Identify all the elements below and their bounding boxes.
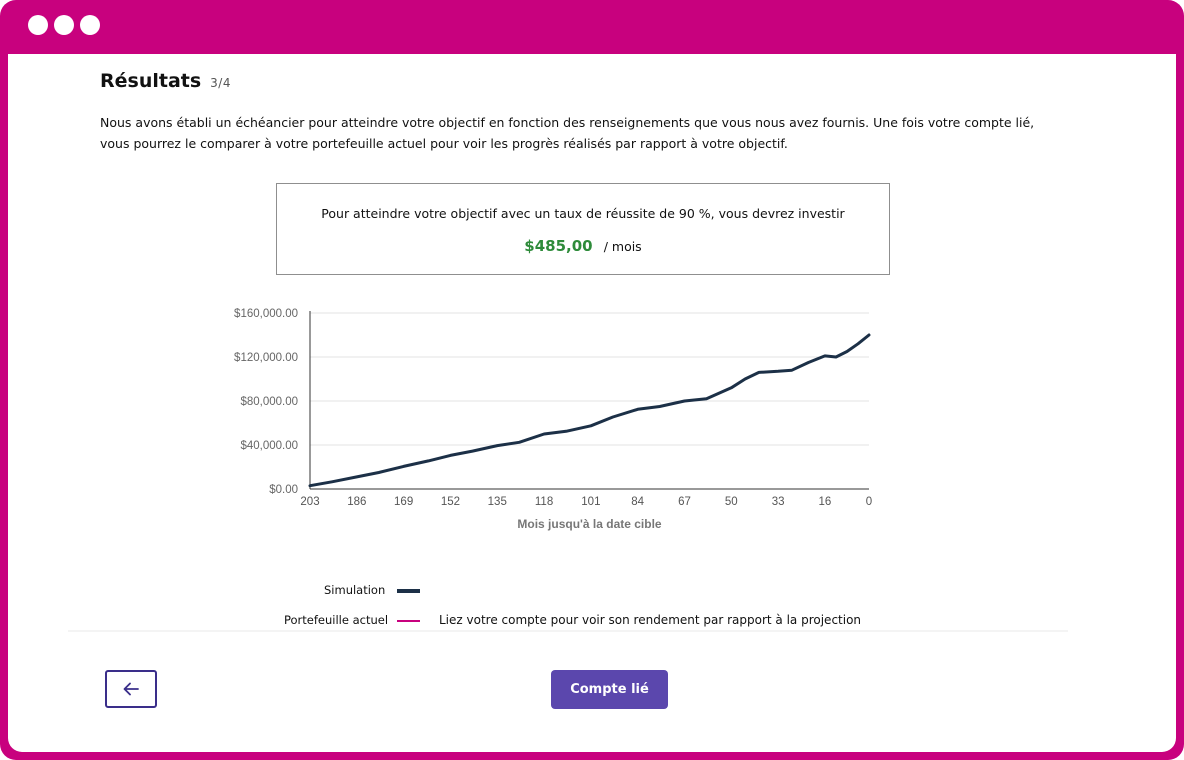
series-line-simulation	[308, 333, 871, 488]
legend-label-simulation: Simulation	[324, 583, 386, 597]
window-control-dot[interactable]	[28, 15, 48, 35]
per-month-label: / mois	[603, 239, 642, 254]
y-tick-label: $80,000.00	[240, 396, 298, 408]
step-indicator: 3/4	[210, 76, 231, 90]
y-tick-label: $0.00	[269, 484, 298, 496]
page-title: Résultats	[100, 70, 202, 92]
y-tick-label: $120,000.00	[234, 352, 298, 364]
window-control-dot[interactable]	[54, 15, 74, 35]
monthly-amount: $485,00	[524, 237, 593, 255]
x-tick-label: 101	[581, 496, 600, 508]
x-axis-title: Mois jusqu'à la date cible	[517, 517, 662, 531]
legend-note-portfolio: Liez votre compte pour voir son rendemen…	[439, 613, 862, 627]
goal-text: Pour atteindre votre objectif avec un ta…	[321, 206, 845, 221]
page-heading: Résultats 3/4	[100, 70, 231, 92]
x-tick-label: 186	[347, 496, 366, 508]
arrow-left-icon	[123, 682, 139, 696]
link-account-button[interactable]: Compte lié	[551, 670, 668, 709]
legend-swatch-simulation	[397, 589, 420, 593]
x-tick-label: 16	[819, 496, 832, 508]
y-tick-label: $160,000.00	[234, 308, 298, 320]
x-tick-label: 135	[488, 496, 507, 508]
x-tick-label: 50	[725, 496, 738, 508]
monthly-amount-row: $485,00 / mois	[277, 236, 889, 255]
content-panel: Résultats 3/4 Nous avons établi un échéa…	[8, 54, 1176, 752]
back-button[interactable]	[105, 670, 157, 708]
x-tick-label: 0	[866, 496, 872, 508]
x-tick-label: 33	[772, 496, 785, 508]
simulation-chart: $0.00 $40,000.00 $80,000.00 $120,000.00 $160…	[234, 308, 872, 531]
window-titlebar	[0, 0, 1184, 54]
divider	[68, 630, 1068, 632]
legend-label-portfolio: Portefeuille actuel	[284, 613, 389, 627]
x-tick-label: 203	[300, 496, 319, 508]
goal-summary-box: Pour atteindre votre objectif avec un ta…	[276, 183, 890, 275]
intro-paragraph: Nous avons établi un échéancier pour att…	[100, 115, 1035, 151]
x-tick-label: 118	[535, 496, 553, 508]
legend-swatch-portfolio	[397, 620, 420, 622]
x-tick-label: 169	[394, 496, 413, 508]
y-tick-label: $40,000.00	[240, 440, 298, 452]
window-control-dot[interactable]	[80, 15, 100, 35]
x-tick-label: 84	[631, 496, 644, 508]
x-tick-label: 152	[441, 496, 460, 508]
x-tick-label: 67	[678, 496, 691, 508]
